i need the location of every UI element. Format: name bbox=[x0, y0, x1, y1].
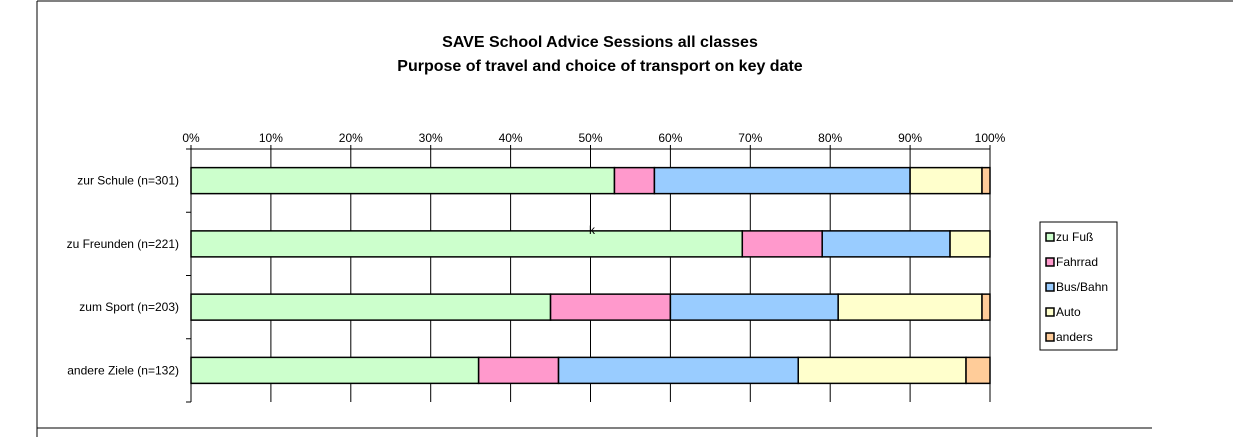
legend-swatch bbox=[1045, 257, 1055, 267]
bar-segment bbox=[981, 166, 991, 195]
bar-segment bbox=[837, 293, 983, 321]
x-tick-label: 60% bbox=[658, 131, 682, 145]
legend-label: Auto bbox=[1056, 305, 1081, 319]
x-tick-label: 50% bbox=[578, 131, 602, 145]
legend-swatch bbox=[1045, 232, 1055, 242]
bar-segment bbox=[653, 166, 911, 195]
legend-swatch bbox=[1045, 332, 1055, 342]
bar-segment bbox=[909, 166, 983, 195]
category-label: andere Ziele (n=132) bbox=[67, 363, 179, 377]
category-label: zu Freunden (n=221) bbox=[67, 237, 179, 251]
legend-label: Fahrrad bbox=[1056, 255, 1098, 269]
bar-segment bbox=[190, 230, 744, 258]
legend: zu Fuß Fahrrad Bus/Bahn Auto anders bbox=[1039, 221, 1118, 351]
x-tick-label: 70% bbox=[738, 131, 762, 145]
bar-segment bbox=[557, 356, 799, 385]
x-tick-label: 20% bbox=[339, 131, 363, 145]
bar-segment bbox=[190, 356, 480, 385]
bar-series bbox=[190, 166, 991, 385]
bar-segment bbox=[613, 166, 656, 195]
chart-title: SAVE School Advice Sessions all classes bbox=[442, 34, 758, 51]
legend-swatch bbox=[1045, 282, 1055, 292]
legend-label: Bus/Bahn bbox=[1056, 280, 1108, 294]
x-tick-label: 0% bbox=[182, 131, 200, 145]
bar-segment bbox=[797, 356, 967, 385]
bar-segment bbox=[949, 230, 991, 258]
bar-segment bbox=[981, 293, 991, 321]
chart-subtitle: Purpose of travel and choice of transpor… bbox=[397, 58, 803, 75]
annotation-label: k bbox=[589, 223, 596, 237]
x-tick-label: 90% bbox=[898, 131, 922, 145]
bar-segment bbox=[669, 293, 839, 321]
x-tick-label: 40% bbox=[499, 131, 523, 145]
legend-swatch bbox=[1045, 307, 1055, 317]
bar-segment bbox=[741, 230, 823, 258]
bar-segment bbox=[549, 293, 672, 321]
category-label: zur Schule (n=301) bbox=[77, 174, 179, 188]
legend-label: anders bbox=[1056, 330, 1093, 344]
bar-segment bbox=[190, 293, 552, 321]
bar-segment bbox=[477, 356, 560, 385]
x-tick-label: 10% bbox=[259, 131, 283, 145]
bar-segment bbox=[190, 166, 616, 195]
x-tick-label: 100% bbox=[975, 131, 1006, 145]
category-label: zum Sport (n=203) bbox=[79, 300, 179, 314]
bar-segment bbox=[965, 356, 991, 385]
bar-segment bbox=[821, 230, 951, 258]
x-tick-label: 30% bbox=[419, 131, 443, 145]
x-axis-ticks: 0% 10% 20% 30% 40% 50% 60% 70% 80% 90% 100% bbox=[182, 131, 1005, 145]
x-tick-label: 80% bbox=[818, 131, 842, 145]
category-labels: zur Schule (n=301) zu Freunden (n=221) zum… bbox=[67, 174, 179, 378]
legend-label: zu Fuß bbox=[1056, 230, 1093, 244]
